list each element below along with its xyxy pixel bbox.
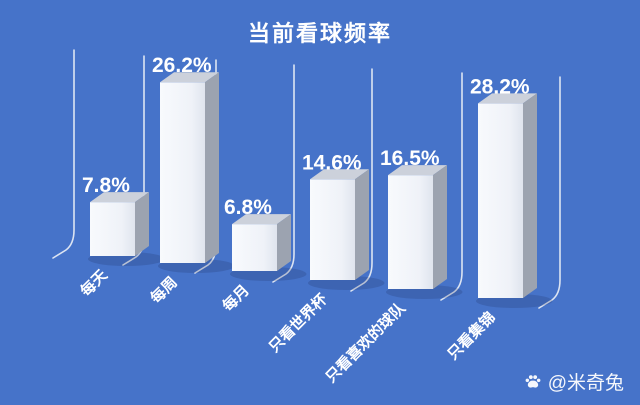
- bar-front: [310, 179, 355, 280]
- bar-side: [355, 169, 369, 280]
- guide-line: [440, 72, 463, 301]
- bar-front: [90, 202, 135, 256]
- guide-line: [538, 76, 561, 309]
- bar-side: [523, 93, 537, 298]
- category-label: 只看集锦: [444, 308, 499, 363]
- bar-front: [478, 103, 523, 298]
- value-label: 6.8%: [224, 196, 272, 219]
- category-label: 只看世界杯: [265, 289, 331, 355]
- category-label: 每月: [219, 281, 253, 315]
- watermark: @米奇兔: [523, 368, 624, 395]
- bar-top: [90, 192, 149, 203]
- category-label: 每天: [77, 265, 112, 300]
- value-label: 28.2%: [470, 75, 530, 98]
- category-label: 每周: [147, 273, 181, 307]
- bar-side: [433, 165, 447, 289]
- guide-line: [350, 68, 373, 292]
- value-label: 7.8%: [82, 174, 130, 197]
- bar-top: [310, 169, 369, 180]
- bar-top: [160, 72, 219, 83]
- paw-icon: [523, 372, 543, 392]
- guide-line: [272, 64, 295, 283]
- value-label: 16.5%: [380, 147, 440, 170]
- value-label: 26.2%: [152, 54, 212, 77]
- bar-front: [160, 82, 205, 263]
- bar-side: [277, 214, 291, 271]
- chart-title: 当前看球频率: [247, 21, 392, 46]
- bar-front: [232, 224, 277, 271]
- bar-front: [388, 175, 433, 289]
- bar-top: [232, 214, 291, 225]
- watermark-text: @米奇兔: [547, 373, 624, 394]
- value-label: 14.6%: [302, 151, 362, 174]
- bar-top: [388, 165, 447, 176]
- category-label: 只看喜欢的球队: [322, 298, 410, 386]
- bar-side: [205, 72, 219, 263]
- bar-top: [478, 93, 537, 104]
- bar-side: [135, 192, 149, 256]
- guide-line: [52, 49, 75, 259]
